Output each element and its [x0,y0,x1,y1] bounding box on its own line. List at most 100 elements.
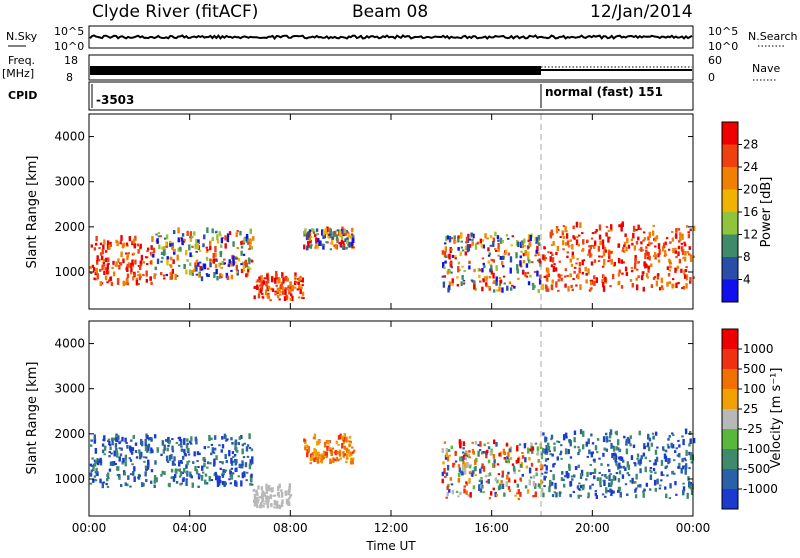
scatter-cell [463,269,466,272]
nsearch-tick-top: 10^5 [708,25,738,38]
scatter-cell [480,451,484,455]
scatter-cell [466,243,470,250]
scatter-cell [110,281,114,287]
scatter-cell [635,487,638,490]
scatter-cell [575,284,578,287]
scatter-cell [465,236,469,243]
scatter-cell [322,230,326,236]
scatter-cell [550,244,554,247]
scatter-cell [553,446,556,452]
scatter-cell [297,296,301,299]
scatter-cell [301,277,305,283]
scatter-cell [639,468,642,474]
scatter-cell [307,231,310,238]
scatter-cell [681,458,684,463]
scatter-cell [448,454,452,457]
scatter-cell [145,469,148,472]
scatter-cell [547,445,551,451]
scatter-cell [212,258,216,264]
scatter-cell [638,430,641,436]
scatter-cell [589,472,592,476]
scatter-cell [630,238,634,242]
scatter-cell [243,471,246,478]
scatter-cell [601,493,605,496]
scatter-cell [262,505,265,508]
scatter-cell [494,477,497,482]
scatter-cell [101,248,104,255]
scatter-cell [520,250,523,253]
scatter-cell [581,444,585,450]
scatter-cell [617,243,621,248]
power-colorbar-label: Power [dB] [759,177,774,248]
scatter-cell [462,454,466,461]
scatter-cell [285,287,288,291]
scatter-cell [218,262,221,268]
scatter-cell [332,231,335,238]
scatter-cell [89,266,92,270]
scatter-cell [692,255,695,258]
scatter-cell [314,449,318,453]
scatter-cell [261,292,264,295]
scatter-cell [507,237,510,240]
scatter-cell [674,480,677,486]
scatter-cell [441,275,444,278]
scatter-cell [246,272,249,277]
scatter-cell [536,240,540,245]
scatter-cell [317,439,320,445]
scatter-cell [537,459,540,463]
scatter-cell [577,243,581,247]
scatter-cell [341,435,344,440]
scatter-cell [687,233,691,239]
scatter-cell [211,228,214,234]
scatter-cell [213,461,216,466]
scatter-cell [96,471,99,477]
scatter-cell [511,235,514,238]
scatter-cell [177,227,180,234]
scatter-cell [659,484,662,487]
scatter-cell [471,441,474,444]
scatter-cell [248,258,251,265]
scatter-cell [627,474,631,477]
scatter-cell [164,237,167,240]
scatter-cell [215,474,218,481]
scatter-cell [334,243,337,249]
scatter-cell [481,257,485,260]
scatter-cell [649,474,653,481]
scatter-cell [648,231,652,238]
scatter-cell [315,228,319,232]
scatter-cell [646,256,650,260]
scatter-cell [125,441,128,444]
scatter-cell [488,252,492,255]
scatter-cell [310,236,313,239]
scatter-cell [561,240,565,246]
scatter-cell [482,465,486,472]
scatter-cell [237,475,240,478]
scatter-cell [671,230,674,233]
scatter-cell [101,443,105,447]
scatter-cell [343,445,347,450]
scatter-cell [576,258,579,261]
scatter-cell [175,471,178,474]
scatter-cell [132,252,136,255]
scatter-cell [636,457,639,460]
scatter-cell [145,270,148,277]
scatter-cell [623,241,627,246]
scatter-cell [468,465,472,469]
scatter-cell [301,291,305,296]
scatter-cell [464,456,468,461]
scatter-cell [617,280,621,285]
scatter-cell [248,247,251,250]
scatter-cell [581,259,584,266]
scatter-cell [543,255,546,262]
scatter-cell [561,471,564,475]
scatter-cell [322,243,325,250]
scatter-cell [492,241,495,247]
scatter-cell [288,483,292,489]
scatter-cell [265,483,268,490]
scatter-cell [601,265,605,268]
scatter-cell [617,447,620,450]
scatter-cell [132,470,135,476]
scatter-cell [603,258,606,266]
scatter-cell [309,462,312,465]
scatter-cell [209,261,212,268]
